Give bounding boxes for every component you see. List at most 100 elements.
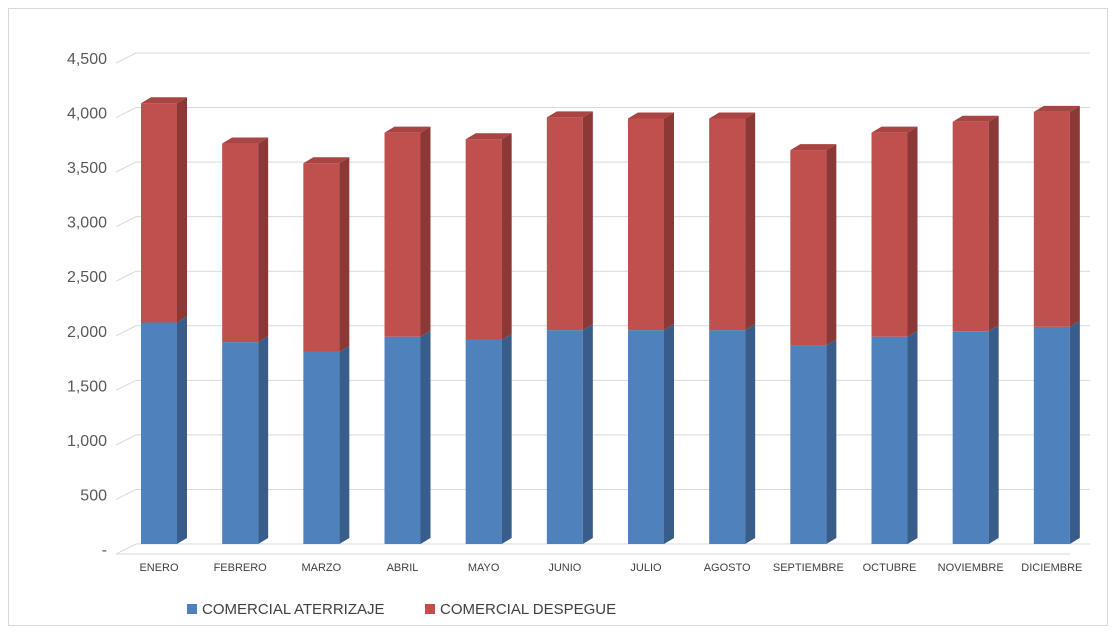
bar-front: [546, 330, 583, 544]
bar-side: [826, 339, 837, 544]
bar-segment: [1033, 105, 1080, 327]
bar-top: [628, 112, 674, 119]
bar-segment: [546, 324, 593, 544]
legend-entry: COMERCIAL ATERRIZAJE: [187, 601, 385, 618]
bar-segment: [465, 133, 512, 340]
bar-front: [465, 339, 502, 544]
bar-segment: [790, 339, 837, 544]
stacked-column-chart: - 500 1,000 1,500 2,000 2,500 3,000 3,500 4,000 4…: [67, 51, 1090, 618]
gridline: [115, 216, 1090, 228]
bar-segment: [546, 111, 593, 331]
bar-segment: [628, 112, 674, 331]
bar-top: [384, 126, 431, 133]
gridline: [115, 270, 1090, 282]
bar-side: [1069, 320, 1080, 544]
gridline: [115, 543, 1090, 555]
x-tick-label: DICIEMBRE: [1021, 562, 1082, 574]
bar-side: [501, 133, 512, 340]
bar-front: [628, 330, 664, 544]
bar-top: [1033, 105, 1080, 112]
bar-top: [790, 144, 837, 151]
bar-segment: [222, 336, 269, 544]
bar-front: [871, 336, 908, 544]
y-tick-label: -: [102, 542, 107, 559]
bar-segment: [303, 157, 350, 352]
bar-front: [303, 351, 340, 544]
bar-front: [546, 117, 583, 331]
bar-front: [790, 345, 827, 544]
bar-side: [907, 330, 918, 544]
bar-front: [628, 118, 664, 331]
bar-segment: [141, 316, 187, 544]
bar-segment: [465, 333, 512, 544]
gridline: [115, 325, 1090, 337]
x-tick-label: ABRIL: [387, 562, 419, 574]
bar-top: [222, 137, 269, 144]
bar-segment: [384, 126, 431, 337]
bar-top: [465, 133, 512, 140]
legend-swatch: [425, 604, 435, 614]
bar-top: [546, 111, 593, 118]
gridline: [115, 161, 1090, 173]
bar-side: [745, 324, 756, 544]
gridline: [115, 107, 1090, 119]
bar-segment: [709, 324, 756, 544]
x-tick-label: AGOSTO: [704, 562, 751, 574]
bar-front: [871, 132, 908, 337]
bar-front: [222, 143, 259, 343]
x-tick-label: OCTUBRE: [863, 562, 917, 574]
bar-segment: [384, 330, 431, 544]
x-axis-labels: ENERO FEBRERO MARZO ABRIL MAYO JUNIO JULIO AGOS…: [139, 562, 1082, 574]
bar-front: [384, 132, 421, 337]
x-tick-label: SEPTIEMBRE: [773, 562, 844, 574]
y-tick-label: 500: [80, 487, 107, 504]
chart-frame: - 500 1,000 1,500 2,000 2,500 3,000 3,500 4,000 4…: [8, 8, 1108, 626]
bar-front: [141, 322, 177, 544]
bar-segment: [952, 325, 999, 544]
bar-top: [871, 126, 918, 133]
bar-front: [790, 150, 827, 346]
x-tick-label: MARZO: [301, 562, 341, 574]
bar-front: [384, 336, 421, 544]
bar-side: [988, 325, 999, 544]
gridline: [115, 434, 1090, 446]
x-tick-label: JULIO: [630, 562, 662, 574]
bar-top: [709, 112, 756, 119]
bar-side: [339, 345, 350, 544]
gridline: [115, 52, 1090, 64]
bar-top: [303, 157, 350, 164]
bar-segment: [222, 137, 269, 343]
gridline: [115, 379, 1090, 391]
x-tick-label: FEBRERO: [214, 562, 268, 574]
gridline: [115, 488, 1090, 500]
legend-label: COMERCIAL ATERRIZAJE: [202, 601, 385, 618]
y-tick-label: 1,000: [67, 433, 107, 450]
bar-segment: [709, 112, 756, 331]
bar-side: [258, 336, 269, 544]
bar-front: [952, 331, 989, 544]
bar-side: [582, 324, 593, 544]
bar-front: [303, 163, 340, 352]
bar-side: [1069, 105, 1080, 327]
bar-side: [501, 333, 512, 544]
bar-segment: [790, 144, 837, 346]
y-tick-label: 4,000: [67, 106, 107, 123]
bar-top: [141, 97, 187, 104]
bar-side: [177, 97, 187, 323]
gridlines: [115, 52, 1090, 555]
x-tick-label: MAYO: [468, 562, 500, 574]
bar-segment: [871, 126, 918, 337]
bar-segment: [952, 115, 999, 332]
bar-front: [222, 342, 259, 544]
bar-side: [826, 144, 837, 346]
bar-side: [420, 330, 431, 544]
y-tick-label: 2,000: [67, 324, 107, 341]
bar-side: [664, 324, 674, 544]
bar-side: [339, 157, 350, 352]
bar-side: [177, 316, 187, 544]
bar-side: [907, 126, 918, 337]
bar-front: [1033, 111, 1070, 327]
bar-segment: [303, 345, 350, 544]
legend: COMERCIAL ATERRIZAJE COMERCIAL DESPEGUE: [187, 601, 616, 618]
y-tick-label: 3,000: [67, 215, 107, 232]
